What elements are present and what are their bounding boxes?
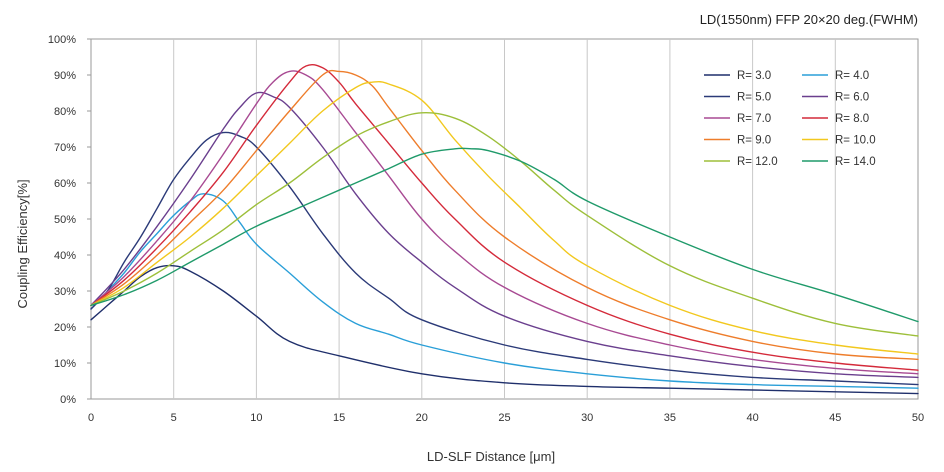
- y-tick-label: 10%: [54, 358, 76, 370]
- axis-layer: 0 5 10 15 20 25 30 35 40 45 50 0% 10% 20% 30% 40% 50% 60%…: [48, 34, 924, 424]
- series-line-4-0: [90, 193, 919, 389]
- legend: R= 3.0 R= 4.0 R= 5.0 R= 6.0 R= 7.0 R= 8.0 R= 9…: [704, 70, 876, 168]
- series-line-10-0: [90, 80, 919, 355]
- legend-label: R= 14.0: [835, 156, 876, 168]
- y-tick-label: 20%: [54, 322, 76, 334]
- y-tick-label: 30%: [54, 286, 76, 298]
- legend-label: R= 5.0: [737, 92, 771, 104]
- series-line-8-0: [90, 63, 919, 371]
- x-tick-label: 25: [498, 412, 510, 424]
- y-tick-label: 70%: [54, 142, 76, 154]
- x-axis-title: LD-SLF Distance [μm]: [427, 449, 555, 464]
- y-tick-label: 40%: [54, 250, 76, 262]
- series-line-7-0: [90, 70, 919, 375]
- y-tick-label: 60%: [54, 178, 76, 190]
- y-tick-label: 80%: [54, 106, 76, 118]
- y-axis-title: Coupling Efficiency[%]: [15, 179, 30, 308]
- grid-layer: [90, 38, 919, 400]
- x-tick-label: 5: [171, 412, 177, 424]
- series-line-12-0: [90, 111, 919, 337]
- x-tick-label: 50: [912, 412, 924, 424]
- x-tick-label: 45: [829, 412, 841, 424]
- legend-label: R= 10.0: [835, 135, 876, 147]
- y-tick-label: 90%: [54, 70, 76, 82]
- y-tick-label: 100%: [48, 34, 76, 46]
- legend-label: R= 9.0: [737, 135, 771, 147]
- y-tick-label: 0%: [60, 394, 76, 406]
- series-line-9-0: [90, 69, 919, 361]
- legend-label: R= 7.0: [737, 113, 771, 125]
- chart-title: LD(1550nm) FFP 20×20 deg.(FWHM): [700, 12, 918, 27]
- x-tick-label: 30: [581, 412, 593, 424]
- x-tick-label: 35: [664, 412, 676, 424]
- x-tick-label: 10: [250, 412, 262, 424]
- y-tick-label: 50%: [54, 214, 76, 226]
- legend-label: R= 3.0: [737, 70, 771, 82]
- x-tick-label: 20: [416, 412, 428, 424]
- series-line-3-0: [90, 264, 919, 395]
- x-tick-label: 40: [746, 412, 758, 424]
- series-layer: [90, 63, 919, 395]
- x-tick-label: 0: [88, 412, 94, 424]
- legend-label: R= 6.0: [835, 92, 869, 104]
- series-line-5-0: [90, 131, 919, 386]
- legend-label: R= 8.0: [835, 113, 869, 125]
- legend-label: R= 4.0: [835, 70, 869, 82]
- series-line-14-0: [90, 147, 919, 323]
- x-tick-label: 15: [333, 412, 345, 424]
- series-line-6-0: [90, 91, 919, 379]
- legend-label: R= 12.0: [737, 156, 778, 168]
